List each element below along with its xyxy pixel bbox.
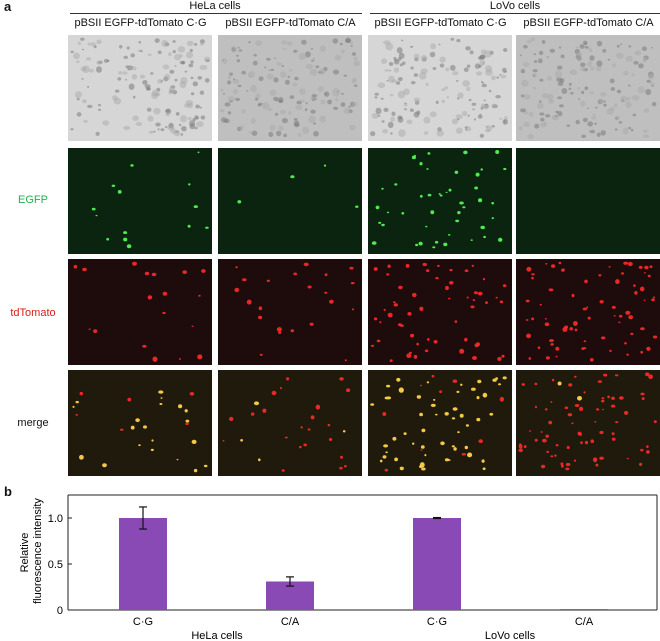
x-tick-label-2: C/A <box>281 616 300 628</box>
bar-3 <box>413 518 461 610</box>
y-axis-label: Relative fluorescence intensity <box>19 498 44 604</box>
micrograph-egfp-2 <box>218 148 362 254</box>
row-label-egfp: EGFP <box>18 194 48 206</box>
micrograph-tdtomato-1 <box>68 259 212 365</box>
error-bar-2 <box>286 576 294 587</box>
y-tick-label-0: 0 <box>57 605 63 617</box>
bar-1 <box>119 518 167 610</box>
micrograph-brightfield-3 <box>368 35 512 141</box>
x-tick-label-3: C·G <box>427 616 447 628</box>
x-tick-label-4: C/A <box>575 616 594 628</box>
micrograph-tdtomato-2 <box>218 259 362 365</box>
micrograph-merge-1 <box>68 370 212 476</box>
row-label-merge: merge <box>17 417 49 429</box>
group-line-hela <box>70 13 362 14</box>
column-header-4: pBSII EGFP-tdTomato C/A <box>523 17 654 29</box>
group-label-lovo: LoVo cells <box>489 0 541 12</box>
y-tick-label-1: 0.5 <box>48 559 63 571</box>
micrograph-merge-3 <box>368 370 512 476</box>
micrograph-egfp-3 <box>368 148 512 254</box>
y-axis-label-line1: Relative <box>19 533 31 573</box>
micrograph-egfp-1 <box>68 148 212 254</box>
group-label-hela: HeLa cells <box>189 0 241 12</box>
column-header-3: pBSII EGFP-tdTomato C·G <box>374 17 507 29</box>
bar-chart: Relative fluorescence intensity 0 0.5 1.0 C… <box>19 494 658 641</box>
group-line-lovo <box>370 13 660 14</box>
micrograph-merge-2 <box>218 370 362 476</box>
micrograph-brightfield-2 <box>218 35 362 141</box>
y-axis-label-line2: fluorescence intensity <box>32 498 44 604</box>
y-tick-label-2: 1.0 <box>48 513 63 525</box>
x-group-label-2: LoVo cells <box>485 630 536 641</box>
chart-marks: 0 0.5 1.0 C·G C/A C·G C/A HeLa cells LoVo cells <box>48 506 608 641</box>
micrograph-tdtomato-4 <box>516 259 660 365</box>
column-header-2: pBSII EGFP-tdTomato C/A <box>225 17 356 29</box>
x-group-label-1: HeLa cells <box>191 630 243 641</box>
bar-4 <box>560 609 608 610</box>
error-bar-3 <box>433 516 441 520</box>
error-bar-1 <box>139 506 147 530</box>
panel-b-label: b <box>4 484 12 499</box>
x-tick-label-1: C·G <box>133 616 153 628</box>
micrograph-brightfield-1 <box>68 35 212 141</box>
micrograph-egfp-4 <box>516 148 660 254</box>
micrograph-brightfield-4 <box>516 35 660 141</box>
column-header-1: pBSII EGFP-tdTomato C·G <box>74 17 207 29</box>
micrograph-merge-4 <box>516 370 660 476</box>
row-label-tdtomato: tdTomato <box>10 307 56 319</box>
panel-a-label: a <box>4 0 12 14</box>
micrograph-tdtomato-3 <box>368 259 512 365</box>
